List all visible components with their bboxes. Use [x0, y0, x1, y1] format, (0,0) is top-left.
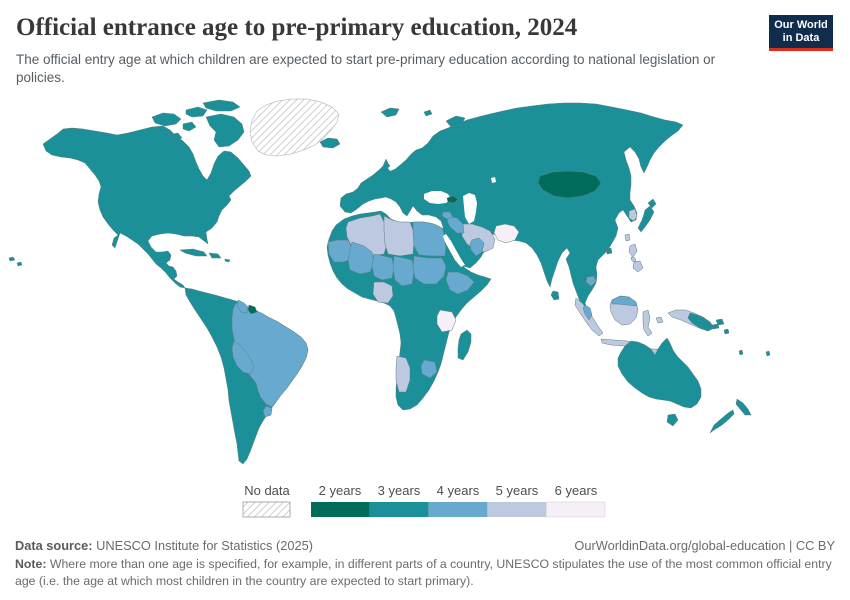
svg-text:5 years: 5 years — [496, 483, 539, 498]
svg-text:4 years: 4 years — [437, 483, 480, 498]
svg-text:No data: No data — [244, 483, 290, 498]
svg-text:3 years: 3 years — [378, 483, 421, 498]
svg-text:6 years: 6 years — [555, 483, 598, 498]
svg-text:2 years: 2 years — [319, 483, 362, 498]
